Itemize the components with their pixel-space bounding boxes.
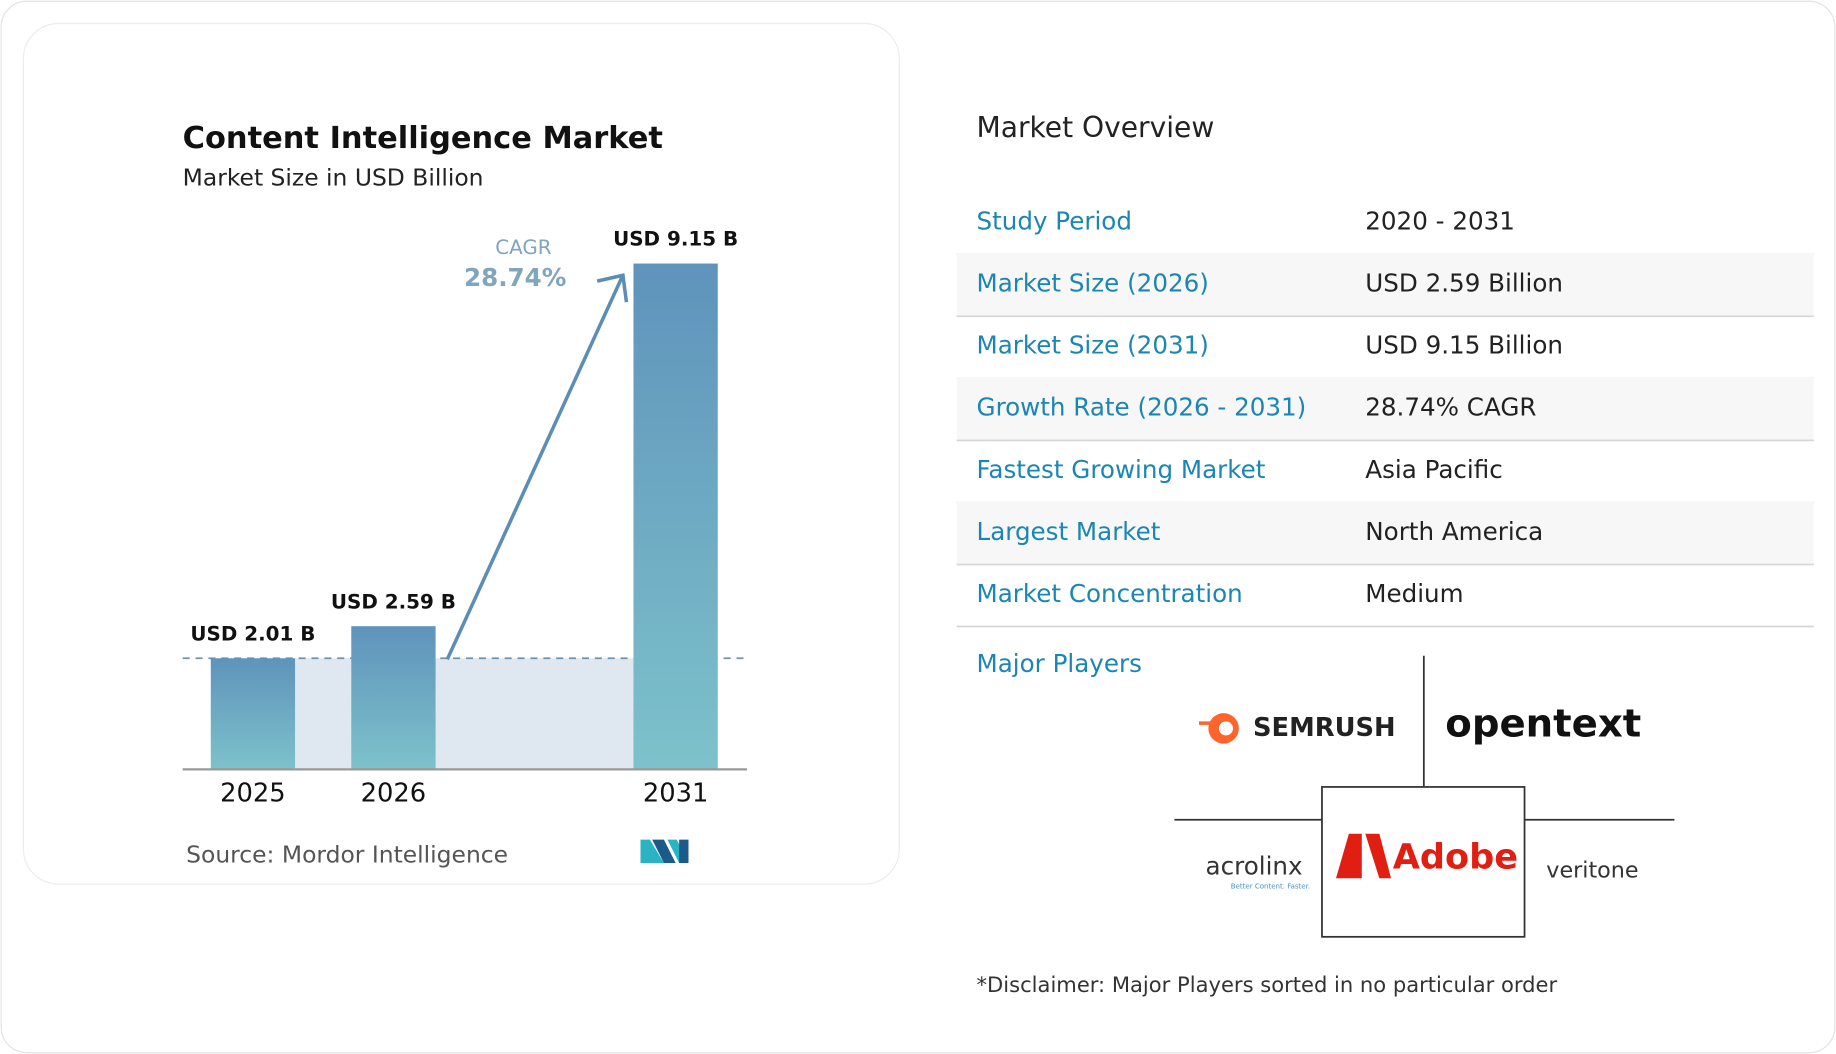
chart-title: Content Intelligence Market (183, 121, 663, 156)
row-value: USD 2.59 Billion (1365, 269, 1563, 298)
adobe-icon (1365, 833, 1392, 879)
x-tick-label: 2025 (220, 778, 286, 808)
row-label: Growth Rate (2026 - 2031) (977, 393, 1307, 422)
player-logo: Adobe (1393, 836, 1518, 877)
bar (351, 626, 436, 770)
player-logo: opentext (1445, 702, 1641, 747)
player-tagline: Better Content. Faster. (1231, 881, 1310, 890)
row-value: 2020 - 2031 (1365, 207, 1515, 236)
x-tick-label: 2031 (643, 778, 709, 808)
row-band (956, 377, 1814, 440)
cagr-label: CAGR (495, 236, 552, 259)
chart-subtitle: Market Size in USD Billion (183, 164, 484, 192)
player-logo: acrolinx (1206, 852, 1303, 881)
semrush-icon (1199, 713, 1239, 744)
player-logo: veritone (1546, 858, 1638, 884)
disclaimer: *Disclaimer: Major Players sorted in no … (977, 972, 1558, 997)
mi-logo (640, 839, 689, 864)
row-label: Market Concentration (977, 579, 1243, 608)
row-label: Largest Market (977, 517, 1161, 546)
overview-title: Market Overview (977, 111, 1215, 144)
row-band (956, 253, 1814, 316)
value-label: USD 9.15 B (613, 228, 738, 251)
row-band (956, 501, 1814, 564)
adobe-icon (1336, 833, 1362, 879)
row-label: Study Period (977, 207, 1132, 236)
players-grid (1174, 655, 1675, 938)
x-tick-label: 2026 (361, 778, 427, 808)
row-value: 28.74% CAGR (1365, 393, 1536, 422)
row-value: Asia Pacific (1365, 455, 1502, 484)
bar (210, 658, 296, 770)
row-label: Fastest Growing Market (977, 455, 1266, 484)
row-value: Medium (1365, 579, 1463, 608)
row-label: Market Size (2026) (977, 269, 1209, 298)
baseline-band (295, 658, 634, 770)
cagr-value: 28.74% (464, 263, 566, 292)
player-logo: SEMRUSH (1253, 713, 1396, 743)
row-value: USD 9.15 Billion (1365, 331, 1563, 360)
value-label: USD 2.59 B (331, 590, 456, 613)
row-label: Market Size (2031) (977, 331, 1209, 360)
bar (633, 263, 718, 770)
value-label: USD 2.01 B (190, 622, 315, 645)
source: Source: Mordor Intelligence (186, 841, 508, 869)
players-title: Major Players (977, 649, 1142, 678)
cagr-arrow (445, 276, 624, 661)
row-value: North America (1365, 517, 1543, 546)
cagr-arrowhead (596, 273, 629, 303)
